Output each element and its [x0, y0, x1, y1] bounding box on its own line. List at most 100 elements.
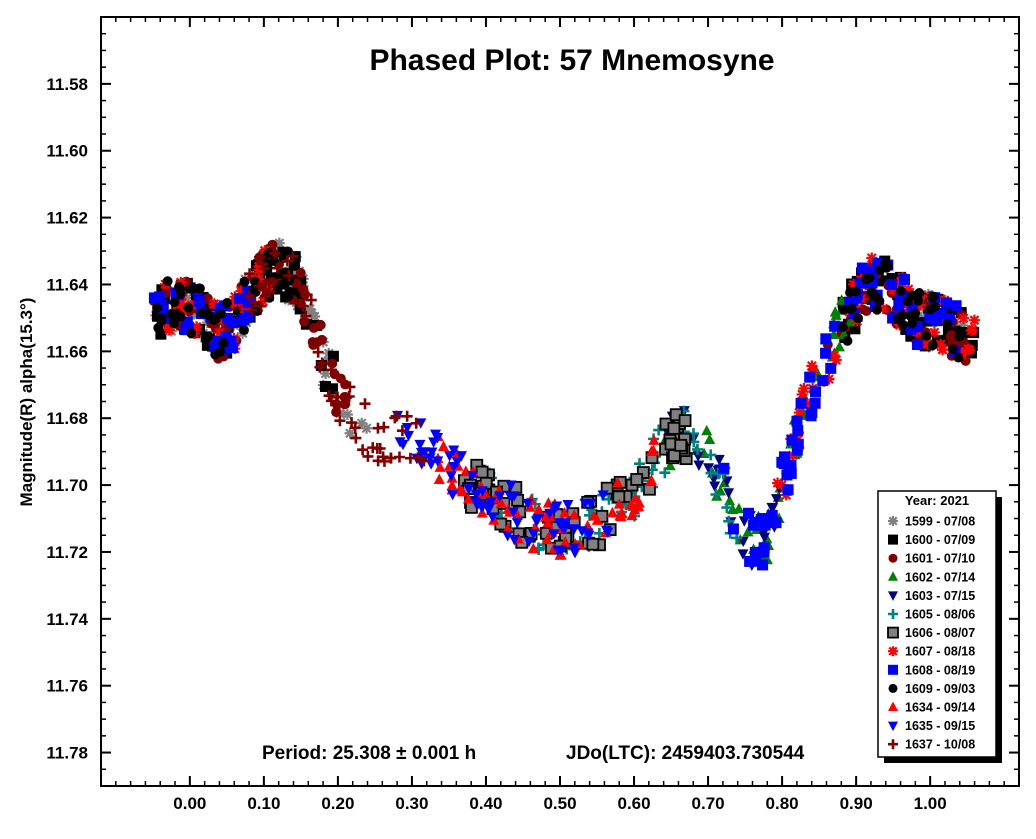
data-point	[424, 453, 436, 464]
data-point	[897, 310, 908, 321]
data-point	[798, 382, 810, 394]
data-point	[766, 509, 778, 521]
data-point	[866, 252, 878, 264]
data-point	[902, 283, 914, 295]
data-point	[239, 325, 249, 335]
data-point	[820, 333, 832, 345]
data-point	[893, 299, 905, 311]
data-point	[183, 302, 194, 313]
data-point	[809, 397, 821, 409]
data-point	[636, 466, 650, 479]
data-point	[701, 424, 713, 436]
data-point	[825, 362, 837, 374]
data-point	[267, 239, 278, 250]
data-point	[625, 498, 637, 510]
data-point	[323, 390, 335, 402]
data-point	[320, 368, 332, 380]
data-point	[186, 328, 197, 339]
data-point	[151, 310, 163, 322]
data-point	[968, 314, 980, 326]
data-point	[169, 297, 180, 308]
data-point	[487, 512, 499, 523]
data-point	[271, 262, 283, 274]
data-point	[295, 268, 306, 278]
data-point	[606, 506, 618, 518]
data-point	[257, 284, 269, 296]
data-point	[191, 321, 203, 333]
data-point	[148, 292, 160, 304]
x-tick-label: 0.90	[840, 794, 873, 813]
data-point	[767, 503, 779, 514]
data-point	[579, 498, 591, 510]
data-point	[924, 312, 936, 324]
data-point	[801, 398, 813, 410]
data-point	[246, 304, 258, 316]
data-point	[153, 322, 164, 333]
data-point	[678, 414, 692, 428]
data-point	[181, 292, 193, 304]
legend-label: 1600 - 07/09	[905, 533, 975, 547]
data-point	[786, 434, 798, 446]
data-point	[630, 492, 642, 504]
data-point	[284, 286, 295, 297]
data-point	[877, 302, 889, 314]
data-point	[261, 264, 273, 276]
y-tick-label: 11.58	[46, 75, 88, 94]
chart-title: Phased Plot: 57 Mnemosyne	[369, 44, 774, 77]
data-point	[568, 509, 580, 520]
data-point	[865, 266, 877, 278]
data-point	[234, 293, 246, 305]
data-point	[304, 303, 316, 315]
data-point	[276, 279, 287, 290]
data-point	[887, 312, 899, 324]
data-point	[340, 392, 352, 404]
data-point	[710, 489, 722, 501]
data-point	[928, 326, 940, 338]
data-point	[817, 375, 829, 387]
data-point	[744, 555, 756, 567]
legend-marker	[888, 591, 898, 601]
data-point	[438, 440, 450, 452]
data-point	[861, 274, 872, 285]
data-point	[659, 467, 671, 479]
y-tick-label: 11.66	[46, 342, 88, 361]
data-point	[848, 308, 860, 320]
data-point	[855, 277, 867, 289]
data-point	[401, 422, 413, 434]
data-point	[616, 507, 628, 519]
y-tick-label: 11.70	[46, 476, 88, 495]
data-point	[847, 294, 859, 306]
data-point	[664, 459, 676, 471]
legend-box	[877, 490, 997, 758]
data-point	[540, 511, 552, 522]
data-point	[290, 289, 302, 301]
data-point	[886, 272, 898, 284]
data-point	[703, 463, 715, 474]
legend-marker	[888, 739, 898, 750]
data-point	[412, 452, 424, 464]
data-point	[911, 339, 923, 351]
data-point	[937, 344, 949, 356]
data-point	[294, 303, 306, 315]
data-point	[910, 308, 921, 319]
data-point	[315, 320, 326, 330]
data-point	[334, 415, 346, 427]
data-point	[935, 338, 947, 350]
data-point	[886, 279, 898, 291]
data-point	[966, 324, 978, 336]
data-point	[325, 395, 337, 407]
data-point	[502, 522, 514, 534]
data-point	[308, 340, 319, 350]
data-point	[542, 516, 554, 528]
data-point	[434, 461, 446, 472]
y-tick-label: 11.64	[46, 275, 88, 294]
data-point	[256, 258, 268, 270]
legend-marker	[888, 534, 898, 545]
data-point	[218, 337, 229, 348]
data-point	[770, 517, 782, 529]
data-point	[222, 298, 232, 308]
data-point	[213, 327, 225, 339]
legend-label: 1599 - 07/08	[905, 515, 975, 529]
data-point	[928, 291, 939, 302]
data-point	[781, 469, 793, 481]
